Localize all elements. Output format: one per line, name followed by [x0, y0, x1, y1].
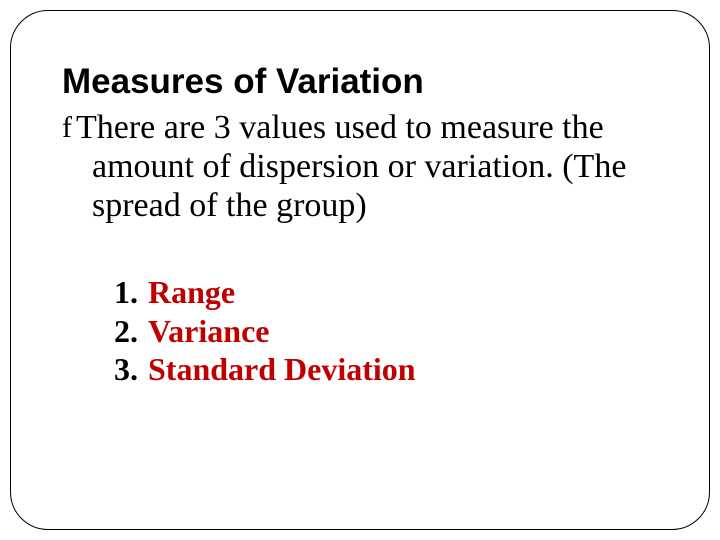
list-item: 2. Variance — [114, 312, 668, 350]
slide-title: Measures of Variation — [62, 62, 668, 102]
list-item: 1. Range — [114, 273, 668, 311]
slide-frame: Measures of Variation fThere are 3 value… — [0, 0, 720, 540]
list-item-number: 3. — [114, 351, 138, 387]
list-item: 3. Standard Deviation — [114, 350, 668, 388]
list-item-number: 1. — [114, 274, 138, 310]
list-item-number: 2. — [114, 313, 138, 349]
slide-content: Measures of Variation fThere are 3 value… — [62, 62, 668, 388]
bullet-icon: f — [62, 111, 72, 144]
body-paragraph: fThere are 3 values used to measure the … — [62, 108, 668, 225]
body-text: There are 3 values used to measure the a… — [76, 109, 626, 224]
list-item-label: Standard Deviation — [148, 351, 416, 387]
list-item-label: Range — [148, 274, 235, 310]
ordered-list: 1. Range 2. Variance 3. Standard Deviation — [62, 273, 668, 388]
list-item-label: Variance — [148, 313, 269, 349]
